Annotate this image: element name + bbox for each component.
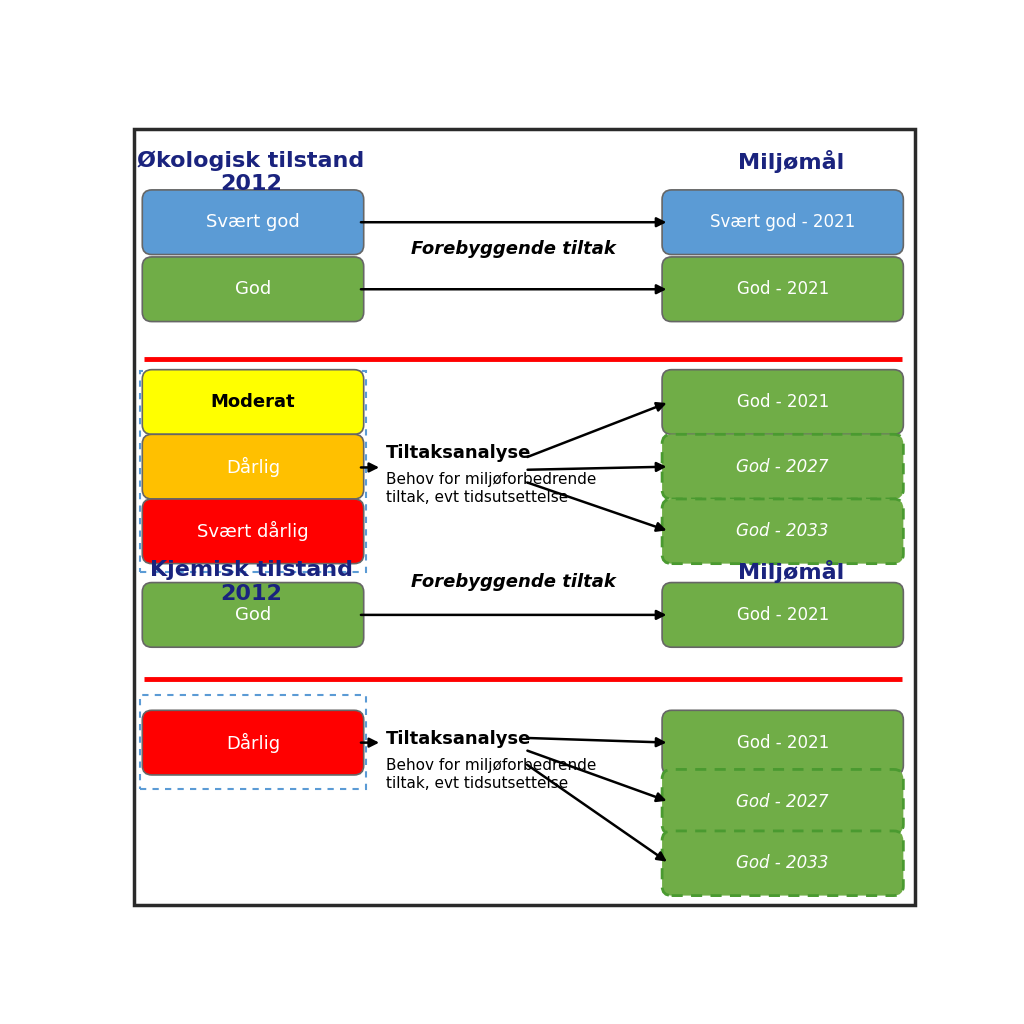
Text: God - 2033: God - 2033 xyxy=(736,854,829,872)
FancyBboxPatch shape xyxy=(663,434,903,499)
FancyBboxPatch shape xyxy=(142,370,364,434)
Text: God - 2021: God - 2021 xyxy=(736,281,828,298)
FancyBboxPatch shape xyxy=(663,189,903,255)
FancyBboxPatch shape xyxy=(663,583,903,647)
Text: God - 2027: God - 2027 xyxy=(736,793,829,811)
FancyBboxPatch shape xyxy=(663,499,903,563)
Text: God: God xyxy=(234,281,271,298)
FancyBboxPatch shape xyxy=(663,830,903,896)
FancyBboxPatch shape xyxy=(142,257,364,322)
Text: Behov for miljøforbedrende
tiltak, evt tidsutsettelse: Behov for miljøforbedrende tiltak, evt t… xyxy=(386,472,596,505)
Text: God - 2021: God - 2021 xyxy=(736,733,828,752)
FancyBboxPatch shape xyxy=(663,769,903,835)
Text: Kjemisk tilstand
2012: Kjemisk tilstand 2012 xyxy=(150,560,352,604)
Text: Forebyggende tiltak: Forebyggende tiltak xyxy=(412,240,616,258)
Text: Dårlig: Dårlig xyxy=(226,732,280,753)
Text: God - 2021: God - 2021 xyxy=(736,393,828,411)
Text: Forebyggende tiltak: Forebyggende tiltak xyxy=(412,572,616,591)
Text: Økologisk tilstand
2012: Økologisk tilstand 2012 xyxy=(137,151,365,195)
Text: Miljømål: Miljømål xyxy=(737,151,844,173)
Text: Miljømål: Miljømål xyxy=(737,560,844,584)
Text: God - 2033: God - 2033 xyxy=(736,522,829,541)
Text: Svært god: Svært god xyxy=(206,213,300,231)
FancyBboxPatch shape xyxy=(142,583,364,647)
Text: Svært god - 2021: Svært god - 2021 xyxy=(710,213,855,231)
Text: God - 2027: God - 2027 xyxy=(736,458,829,476)
FancyBboxPatch shape xyxy=(663,257,903,322)
Text: Dårlig: Dårlig xyxy=(226,457,280,477)
FancyBboxPatch shape xyxy=(663,370,903,434)
Text: God - 2021: God - 2021 xyxy=(736,606,828,624)
Text: Tiltaksanalyse: Tiltaksanalyse xyxy=(386,443,531,462)
FancyBboxPatch shape xyxy=(142,711,364,775)
FancyBboxPatch shape xyxy=(134,129,915,905)
Text: Tiltaksanalyse: Tiltaksanalyse xyxy=(386,730,531,748)
Text: Behov for miljøforbedrende
tiltak, evt tidsutsettelse: Behov for miljøforbedrende tiltak, evt t… xyxy=(386,759,596,791)
FancyBboxPatch shape xyxy=(142,189,364,255)
Text: God: God xyxy=(234,606,271,624)
Text: Moderat: Moderat xyxy=(211,393,295,411)
FancyBboxPatch shape xyxy=(663,711,903,775)
FancyBboxPatch shape xyxy=(142,434,364,499)
FancyBboxPatch shape xyxy=(142,499,364,563)
Text: Svært dårlig: Svært dårlig xyxy=(198,521,309,542)
